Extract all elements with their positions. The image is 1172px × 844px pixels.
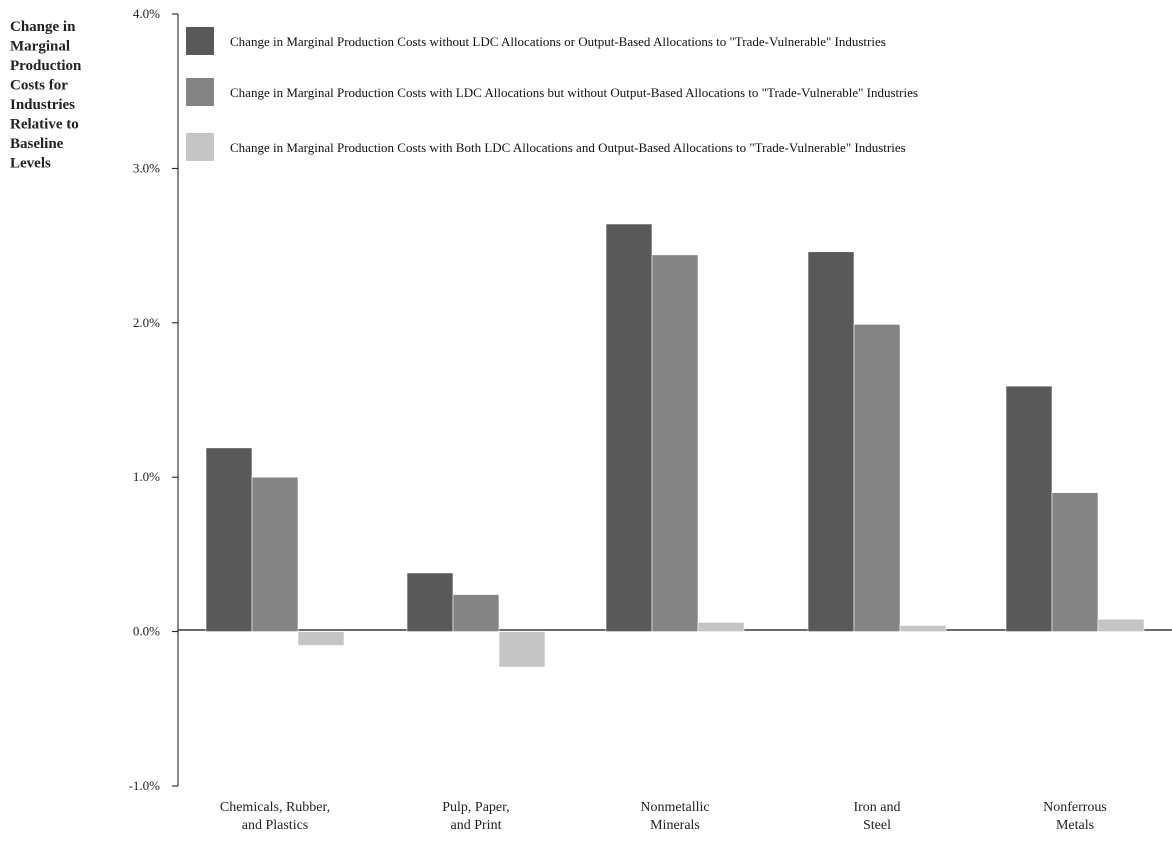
y-tick-label: 0.0% — [133, 624, 160, 639]
legend: Change in Marginal Production Costs with… — [186, 27, 918, 161]
bar-series-2-category-2 — [452, 594, 500, 632]
category-label: Minerals — [650, 818, 700, 833]
category-label: Pulp, Paper, — [442, 800, 510, 815]
bar-series-2-category-5 — [1051, 492, 1099, 632]
legend-label-2: Change in Marginal Production Costs with… — [230, 85, 918, 100]
category-label: Iron and — [853, 800, 900, 815]
bar-series-3-category-4 — [899, 625, 947, 632]
category-label: Nonmetallic — [640, 800, 709, 815]
bar-series-3-category-1 — [297, 631, 345, 646]
bar-series-1-category-1 — [205, 447, 253, 632]
category-label: Chemicals, Rubber, — [220, 800, 330, 815]
y-axis-ticks: 4.0% 3.0% 2.0% 1.0% 0.0% -1.0% — [129, 6, 178, 793]
y-tick-label: 3.0% — [133, 160, 160, 175]
category-label: Nonferrous — [1043, 800, 1107, 815]
y-axis-label: Change in Marginal Production Costs for Indu… — [10, 19, 82, 172]
category-label: Steel — [863, 818, 891, 833]
bar-series-2-category-3 — [651, 254, 699, 632]
y-axis-label-line: Industries — [10, 97, 75, 113]
bar-series-3-category-2 — [498, 631, 546, 668]
bar-series-1-category-5 — [1005, 385, 1053, 632]
bar-series-3-category-5 — [1097, 618, 1145, 632]
bar-series-1-category-2 — [406, 572, 454, 632]
category-labels: Chemicals, Rubber, and Plastics Pulp, Pape… — [220, 800, 1107, 833]
category-label: and Print — [451, 818, 502, 833]
y-axis-label-line: Marginal — [10, 39, 70, 55]
y-tick-label: 4.0% — [133, 6, 160, 21]
legend-swatch-1 — [186, 27, 214, 55]
legend-swatch-2 — [186, 78, 214, 106]
y-tick-label: -1.0% — [129, 778, 161, 793]
y-axis-label-line: Levels — [10, 156, 51, 172]
bars — [205, 223, 1145, 668]
bar-series-2-category-1 — [251, 476, 299, 632]
y-axis-label-line: Relative to — [10, 117, 79, 133]
category-label: and Plastics — [242, 818, 309, 833]
y-axis-label-line: Change in — [10, 19, 76, 35]
y-axis-label-line: Production — [10, 58, 82, 74]
legend-label-1: Change in Marginal Production Costs with… — [230, 34, 886, 49]
bar-series-1-category-3 — [605, 223, 653, 632]
legend-swatch-3 — [186, 133, 214, 161]
category-label: Metals — [1056, 818, 1094, 833]
y-axis-label-line: Baseline — [10, 136, 64, 152]
legend-label-3: Change in Marginal Production Costs with… — [230, 140, 906, 155]
bar-series-2-category-4 — [853, 324, 901, 632]
bar-series-1-category-4 — [807, 251, 855, 632]
y-tick-label: 1.0% — [133, 469, 160, 484]
bar-series-3-category-3 — [697, 622, 745, 632]
y-tick-label: 2.0% — [133, 315, 160, 330]
y-axis-label-line: Costs for — [10, 78, 68, 94]
